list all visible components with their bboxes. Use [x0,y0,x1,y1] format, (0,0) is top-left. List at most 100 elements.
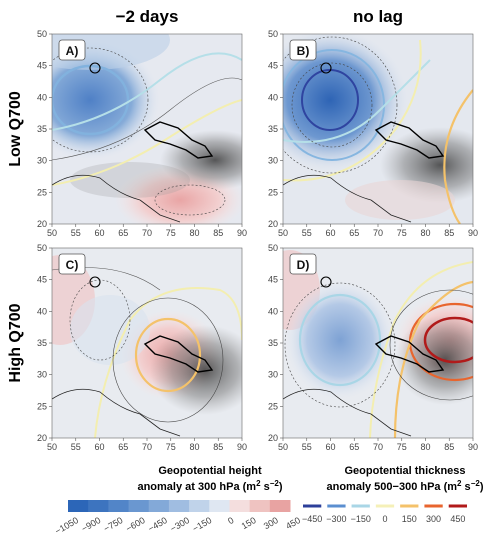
panel-d-label: D) [297,258,310,272]
panel-d-x-tick-label: 75 [397,442,407,452]
colorbar-fill-swatch [168,500,190,512]
row-title-high-q700: High Q700 [7,303,24,382]
panel-b-y-tick-label: 30 [268,156,278,166]
panel-a-x-tick-label: 75 [166,228,176,238]
panel-d-y-tick-label: 20 [268,433,278,443]
panel-a-y-tick-label: 20 [37,219,47,229]
panel-b-x-tick-label: 70 [373,228,383,238]
panel-d-y-tick-label: 40 [268,306,278,316]
colorbar-lines-tick-label: −450 [302,514,322,524]
panel-a-y-tick-label: 25 [37,187,47,197]
panel-b-label: B) [297,44,310,58]
colorbar-fill-title-line2: anomaly at 300 hPa (m2 s−2) [137,479,282,493]
panel-d-x-tick-label: 80 [420,442,430,452]
panel-b-x-tick-label: 75 [397,228,407,238]
panel-b-x-tick-label: 65 [349,228,359,238]
panel-d-x-tick-label: 65 [349,442,359,452]
panel-b-x-tick-label: 80 [420,228,430,238]
colorbar-fill-tick-label: 150 [240,515,258,531]
panel-c-y-tick-label: 25 [37,401,47,411]
panel-c-y-tick-label: 40 [37,306,47,316]
panel-a-x-tick-label: 90 [237,228,247,238]
colorbar-fill-tick-label: 300 [262,515,280,531]
colorbar-fill-swatch [229,500,251,512]
panel-c-label: C) [66,258,79,272]
panel-a-y-tick-label: 35 [37,124,47,134]
colorbar-fill-title-line1: Geopotential height [158,465,262,477]
panel-a-x-tick-label: 85 [213,228,223,238]
panel-a-y-tick-label: 30 [37,156,47,166]
panel-c-y-tick-label: 50 [37,243,47,253]
panel-b-y-tick-label: 40 [268,92,278,102]
colorbar-lines-tick-label: −150 [351,514,371,524]
panel-c-x-tick-label: 70 [142,442,152,452]
colorbar-fill-tick-label: −1050 [53,515,80,534]
panel-d-y-tick-label: 25 [268,401,278,411]
panel-a-x-tick-label: 80 [189,228,199,238]
column-title-minus-2-days: −2 days [116,7,179,26]
panel-a [52,34,242,224]
colorbar-lines: −450 −300 −150 0 150 300 450 [302,504,467,524]
colorbar-fill-swatch [88,500,109,512]
colorbar-lines-title-line1: Geopotential thickness [344,465,465,477]
colorbar-fill-swatch [209,500,230,512]
panel-c [52,248,242,438]
panel-d-x-tick-label: 50 [278,442,288,452]
colorbar-lines-tick-label: 450 [450,514,465,524]
panel-b-x-tick-label: 85 [444,228,454,238]
panel-d-x-tick-label: 60 [325,442,335,452]
panel-d [283,248,473,438]
panel-d-x-tick-label: 90 [468,442,478,452]
colorbar-fill-swatch [269,500,291,512]
panel-b-x-tick-label: 55 [302,228,312,238]
panel-b [283,34,473,224]
panel-a-label: A) [66,44,79,58]
panel-b-y-tick-label: 20 [268,219,278,229]
panel-a-x-tick-label: 50 [47,228,57,238]
panel-d-x-tick-label: 70 [373,442,383,452]
panel-d-y-tick-label: 30 [268,370,278,380]
panel-c-y-tick-label: 45 [37,275,47,285]
colorbar-fill-swatch [189,500,210,512]
colorbar-lines-title-line2: anomaly 500−300 hPa (m2 s−2) [327,479,484,493]
column-title-no-lag: no lag [353,7,403,26]
panel-b-x-tick-label: 60 [325,228,335,238]
panel-a-x-tick-label: 70 [142,228,152,238]
colorbar-lines-tick-label: 0 [382,514,387,524]
panel-a-y-tick-label: 50 [37,29,47,39]
panel-c-x-tick-label: 65 [118,442,128,452]
panel-c-x-tick-label: 80 [189,442,199,452]
colorbar-lines-tick-label: 150 [402,514,417,524]
panel-c-x-tick-label: 50 [47,442,57,452]
colorbar-fill-swatch [108,500,130,512]
panel-c-x-tick-label: 75 [166,442,176,452]
panel-b-y-tick-label: 50 [268,29,278,39]
panel-a-x-tick-label: 55 [71,228,81,238]
colorbar-fill-tick-label: −750 [102,515,125,534]
colorbar-fill-tick-label: −150 [191,515,214,534]
panel-b-y-tick-label: 45 [268,61,278,71]
panel-a-y-tick-label: 40 [37,92,47,102]
panel-b-x-tick-label: 50 [278,228,288,238]
colorbar-lines-tick-label: 300 [426,514,441,524]
colorbar-fill-tick-label: −450 [146,515,169,534]
panel-b-y-tick-label: 35 [268,124,278,134]
panel-d-y-tick-label: 45 [268,275,278,285]
panel-a-x-tick-label: 65 [118,228,128,238]
colorbar-lines-tick-label: −300 [326,514,346,524]
colorbar-fill-swatch [128,500,150,512]
panel-d-x-tick-label: 85 [444,442,454,452]
panel-c-x-tick-label: 85 [213,442,223,452]
panel-d-y-tick-label: 50 [268,243,278,253]
panel-d-y-tick-label: 35 [268,338,278,348]
panel-a-x-tick-label: 60 [94,228,104,238]
row-title-low-q700: Low Q700 [7,91,24,167]
panel-c-y-tick-label: 30 [37,370,47,380]
panel-b-x-tick-label: 90 [468,228,478,238]
colorbar-fill-tick-label: −300 [169,515,192,534]
panel-a-y-tick-label: 45 [37,61,47,71]
panel-c-x-tick-label: 55 [71,442,81,452]
colorbar-fill-swatch [68,500,89,512]
